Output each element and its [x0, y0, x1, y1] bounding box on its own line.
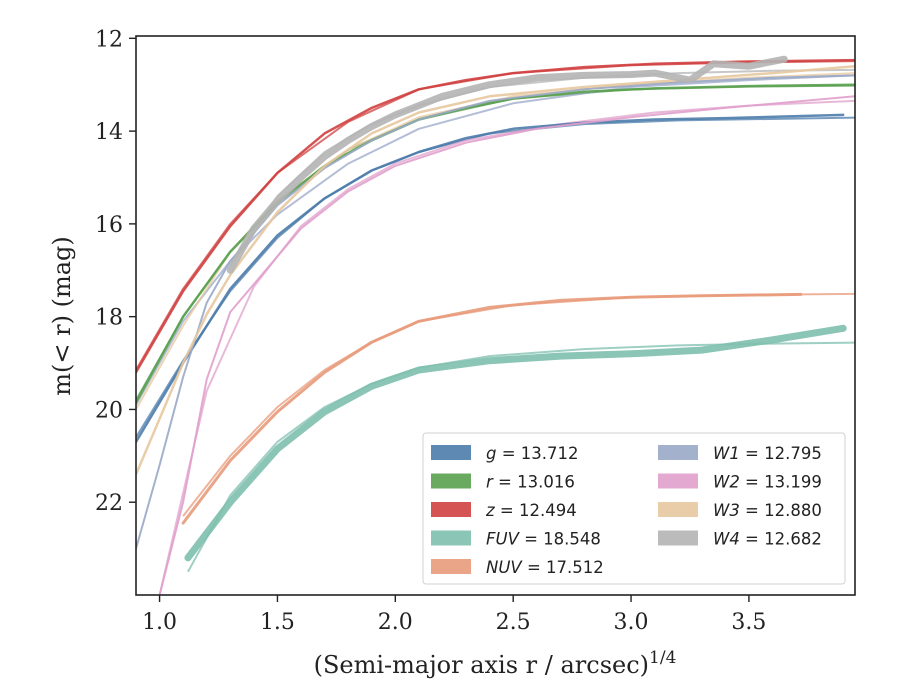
x-axis-title-exponent: 1/4	[649, 648, 676, 668]
series-w1-profile	[136, 74, 855, 550]
legend-label-g: g = 13.712	[486, 444, 579, 463]
x-tick-label: 3.0	[614, 610, 649, 635]
series-fuv-profile	[184, 324, 847, 562]
legend-label-r: r = 13.016	[486, 473, 575, 492]
series-w2-profile	[158, 95, 855, 595]
legend-swatch-nuv	[431, 559, 471, 574]
legend-box	[422, 432, 846, 585]
x-tick-label: 2.0	[378, 610, 413, 635]
y-axis-title: m(< r) (mag)	[48, 236, 76, 395]
x-tick-label: 2.5	[496, 610, 531, 635]
y-tick-label: 12	[95, 27, 123, 52]
x-axis-title: (Semi-major axis r / arcsec)1/4	[314, 648, 677, 679]
series-nuv-profile	[181, 292, 803, 525]
y-tick-label: 18	[95, 306, 123, 331]
x-tick-label: 1.0	[142, 610, 177, 635]
series-w3-profile	[136, 64, 855, 476]
x-tick-label: 3.5	[731, 610, 766, 635]
series-layer	[136, 55, 855, 595]
series-g-model-line	[136, 116, 855, 438]
plot-area-frame	[135, 35, 856, 596]
legend-swatch-r	[431, 473, 471, 489]
series-w4-profile	[226, 55, 788, 274]
legend-swatch-g	[431, 445, 471, 460]
legend-label-z: z = 12.494	[485, 501, 577, 520]
x-axis: 1.0 1.5 2.0 2.5 3.0 3.5	[142, 595, 766, 635]
series-g-profile	[136, 113, 845, 444]
legend-swatch-w4	[658, 530, 698, 546]
legend-label-w3: W3 = 12.880	[713, 501, 822, 520]
x-tick-label: 1.5	[260, 610, 295, 635]
y-tick-label: 16	[95, 213, 123, 238]
legend-swatch-w2	[658, 473, 698, 489]
legend-swatch-z	[431, 502, 471, 517]
y-tick-label: 14	[95, 120, 123, 145]
series-w2-model-line	[158, 99, 855, 595]
legend-swatch-fuv	[431, 530, 471, 546]
legend-swatch-w1	[658, 445, 698, 460]
legend-label-w4: W4 = 12.682	[713, 530, 822, 549]
y-tick-label: 22	[95, 491, 123, 516]
legend-label-w2: W2 = 13.199	[713, 473, 822, 492]
legend-label-fuv: FUV = 18.548	[486, 530, 601, 549]
legend-label-w1: W1 = 12.795	[713, 444, 822, 463]
legend: g = 13.712 r = 13.016 z = 12.494 FUV = 18.5…	[422, 432, 846, 585]
legend-swatch-w3	[658, 502, 698, 517]
x-axis-title-main: (Semi-major axis r / arcsec)	[314, 651, 649, 679]
series-z-profile	[136, 58, 855, 374]
y-tick-label: 20	[95, 398, 123, 423]
y-axis: 12 14 16 18 20 22	[95, 27, 136, 516]
legend-label-nuv: NUV = 17.512	[486, 558, 604, 577]
